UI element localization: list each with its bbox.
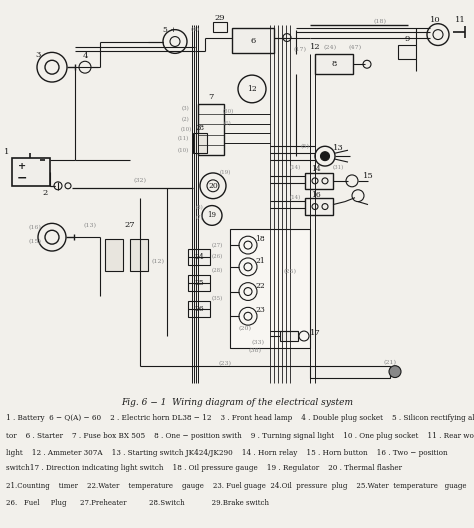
Text: switch17 . Direction indicating light switch    18 . Oil pressure gauge    19 . : switch17 . Direction indicating light sw… [6,465,402,473]
Text: (23): (23) [219,361,231,366]
Text: (38): (38) [248,348,262,353]
Text: (24): (24) [323,45,337,50]
Bar [310,366,390,378]
Text: 15: 15 [363,172,374,180]
Text: +: + [18,162,26,171]
Text: (2): (2) [182,117,190,122]
Text: (14): (14) [289,195,301,200]
Bar [188,275,210,290]
Text: 12: 12 [247,85,257,93]
Text: (28): (28) [211,268,223,274]
Bar [398,45,416,59]
Text: (17): (17) [293,47,307,52]
Text: (5): (5) [301,144,310,149]
Circle shape [320,152,329,161]
Text: (16): (16) [28,225,41,230]
Text: 16: 16 [311,191,321,199]
Text: (3): (3) [182,106,190,111]
Text: −: − [17,172,27,184]
Text: 29: 29 [215,14,225,22]
Bar [232,27,274,53]
Bar [105,239,123,271]
Text: (13): (13) [83,223,97,228]
Text: 27: 27 [125,221,135,229]
Text: light    12 . Ammeter 307A    13 . Starting switch JK424/JK290    14 . Horn rela: light 12 . Ammeter 307A 13 . Starting sw… [6,449,447,457]
Text: (8): (8) [196,205,204,210]
Bar [213,22,227,32]
Text: (32): (32) [134,178,146,183]
Text: 6: 6 [250,36,255,44]
Bar [193,134,207,153]
Text: 21: 21 [255,257,265,265]
Text: 13: 13 [333,144,343,152]
Text: 8: 8 [331,60,337,68]
Text: (19): (19) [219,171,231,175]
Text: 10: 10 [430,16,440,24]
Text: (31): (31) [332,165,344,171]
Text: 4: 4 [82,52,88,60]
Text: 23: 23 [255,306,265,314]
Text: 22: 22 [255,281,265,290]
Text: tor    6 . Starter    7 . Fuse box BX 505    8 . One − position swith    9 . Tur: tor 6 . Starter 7 . Fuse box BX 505 8 . … [6,432,474,440]
Text: 1 . Battery  6 − Q(A) − 60    2 . Electric horn DL38 − 12    3 . Front head lamp: 1 . Battery 6 − Q(A) − 60 2 . Electric h… [6,414,474,422]
Text: (20): (20) [238,326,252,331]
Bar [280,331,298,341]
Text: 3: 3 [35,51,41,59]
Text: Fig. 6 − 1  Wiring diagram of the electrical system: Fig. 6 − 1 Wiring diagram of the electri… [121,398,353,407]
Bar [315,54,353,74]
Bar [188,301,210,317]
Text: (4): (4) [191,27,200,32]
Text: 9: 9 [404,34,410,43]
Bar [188,249,210,265]
Bar [198,104,224,155]
Text: 18: 18 [255,235,265,243]
Text: (18): (18) [374,19,386,24]
Text: (10): (10) [181,127,191,132]
Text: (11): (11) [177,136,189,141]
Bar [230,229,310,348]
Text: (33): (33) [252,341,264,345]
Text: 11: 11 [455,16,465,24]
Text: (47): (47) [348,45,362,50]
Text: 24: 24 [194,253,204,261]
Text: (21): (21) [383,360,396,365]
Text: 26.   Fuel     Plug      27.Preheater          28.Switch            29.Brake swi: 26. Fuel Plug 27.Preheater 28.Switch 29.… [6,499,269,507]
Bar [130,239,148,271]
Text: (26): (26) [211,254,223,260]
Text: 20: 20 [208,182,218,190]
Text: 17: 17 [310,329,320,337]
Text: (30): (30) [222,109,234,114]
Text: 12: 12 [310,43,320,51]
Text: 1: 1 [4,148,9,156]
Text: 5 +: 5 + [163,26,177,34]
Text: (14): (14) [289,165,301,171]
Text: 19: 19 [208,211,217,220]
Text: 7: 7 [208,93,214,101]
Text: 2: 2 [42,188,47,197]
Text: (27): (27) [211,242,223,248]
Circle shape [389,366,401,378]
Text: (7): (7) [196,215,204,220]
Bar [305,173,333,189]
Text: 21.Counting    timer    22.Water    temperature    gauge    23. Fuel guage  24.O: 21.Counting timer 22.Water temperature g… [6,482,466,490]
Bar [12,158,50,186]
Text: (12): (12) [152,259,164,265]
Text: 28: 28 [195,125,204,133]
Text: 14: 14 [311,165,321,173]
Bar [305,197,333,215]
Text: (10): (10) [177,148,189,153]
Text: (25): (25) [283,269,297,275]
Text: (6): (6) [224,121,232,126]
Text: (35): (35) [211,296,223,301]
Text: 26: 26 [194,305,204,313]
Text: (15): (15) [28,239,42,244]
Text: 25: 25 [194,279,204,287]
